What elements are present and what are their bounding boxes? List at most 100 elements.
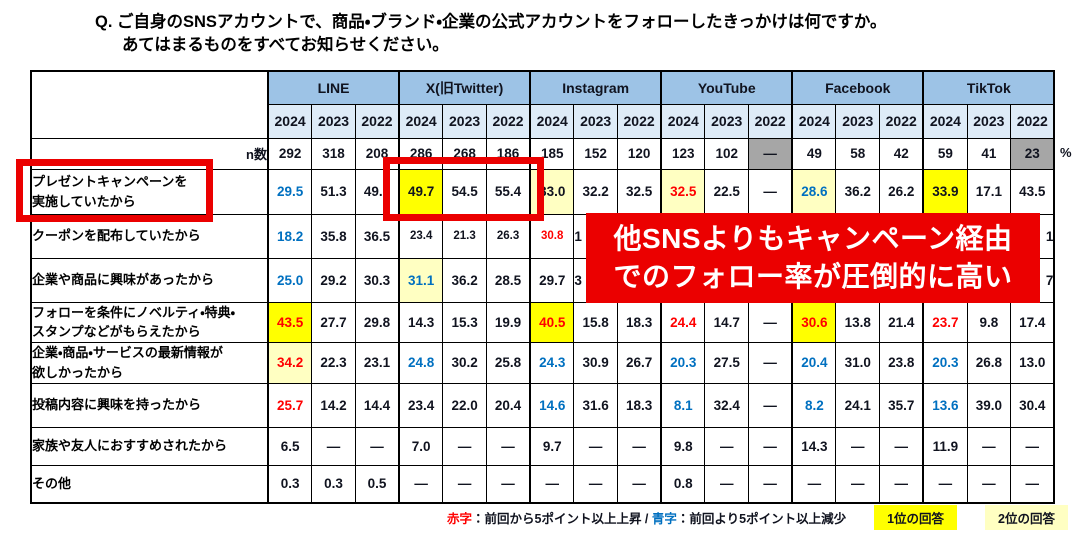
n-value-cell: 292	[267, 137, 313, 170]
year-header-cell: 2024	[529, 103, 575, 139]
data-cell: —	[835, 464, 881, 504]
data-cell: —	[835, 426, 881, 466]
data-cell: —	[573, 464, 618, 504]
data-cell: 8.1	[660, 382, 706, 428]
data-cell: 43.5	[1010, 168, 1055, 215]
data-cell: 23.1	[354, 341, 400, 384]
row-label: 企業や商品に興味があったから	[30, 257, 269, 303]
data-cell: —	[442, 464, 487, 504]
n-value-cell: 102	[704, 137, 750, 170]
year-header-cell: 2022	[617, 103, 662, 139]
table-row: 企業・商品・サービスの最新情報が 欲しかったから 34.2 22.3 23.1 24.8 3…	[30, 341, 1055, 384]
data-cell: 35.7	[879, 382, 924, 428]
year-header-cell: 2024	[267, 103, 313, 139]
data-cell: —	[966, 464, 1012, 504]
table-row: 家族や友人におすすめされたから 6.5— —7.0— —9.7— —9.8— —14.3—…	[30, 426, 1055, 466]
data-cell: 23.4	[398, 213, 444, 259]
data-cell: —	[485, 464, 531, 504]
data-cell: 32.5	[617, 168, 662, 215]
table-row: 投稿内容に興味を持ったから 25.7 14.2 14.4 23.4 22.0 20.4 14.…	[30, 382, 1055, 428]
data-cell: 24.3	[529, 341, 575, 384]
data-cell: —	[617, 426, 662, 466]
data-cell: —	[398, 464, 444, 504]
data-cell: 20.4	[485, 382, 531, 428]
row-label: 家族や友人におすすめされたから	[30, 426, 269, 466]
data-cell: 15.3	[442, 301, 487, 343]
year-header-cell: 2023	[442, 103, 487, 139]
data-cell: 23.4	[398, 382, 444, 428]
sns-group-header: Instagram	[529, 70, 662, 105]
year-header-cell: 2022	[485, 103, 531, 139]
data-cell: 54.5	[442, 168, 487, 215]
legend-red-text: ：前回から5ポイント以上上昇 /	[472, 512, 652, 526]
legend-rank1-chip: 1位の回答	[874, 505, 958, 530]
data-cell: 14.3	[791, 426, 837, 466]
data-cell: 28.5	[485, 257, 531, 303]
year-header-cell: 2023	[835, 103, 881, 139]
data-cell: —	[748, 168, 793, 215]
data-cell: —	[354, 426, 400, 466]
sns-group-header: TikTok	[922, 70, 1055, 105]
data-cell: 0.8	[660, 464, 706, 504]
data-cell: 34.2	[267, 341, 313, 384]
data-cell: 14.6	[529, 382, 575, 428]
table-row: その他 0.3 0.3 0.5— — — — — —0.8— — — — — — — —	[30, 464, 1055, 504]
row-label: 企業・商品・サービスの最新情報が 欲しかったから	[30, 341, 269, 384]
data-cell: —	[617, 464, 662, 504]
data-cell: —	[791, 464, 837, 504]
callout-line1: 他SNSよりもキャンペーン経由	[613, 223, 1013, 255]
data-cell: 22.5	[704, 168, 750, 215]
sns-group-header: LINE	[266, 70, 400, 105]
question-title-line2: あてはまるものをすべてお知らせください。	[122, 36, 449, 54]
n-value-cell: 42	[879, 137, 924, 170]
data-cell: 36.2	[835, 168, 881, 215]
data-cell: 11.9	[922, 426, 968, 466]
data-cell: 13.6	[922, 382, 968, 428]
data-cell: —	[748, 464, 793, 504]
data-cell: 24.1	[835, 382, 881, 428]
year-header-cell: 2024	[791, 103, 837, 139]
year-header-cell: 2023	[966, 103, 1012, 139]
data-cell: 32.4	[704, 382, 750, 428]
data-cell: —	[748, 301, 793, 343]
n-value-cell: —	[748, 137, 793, 170]
row-label: フォローを条件にノベルティ・特典・ スタンプなどがもらえたから	[30, 301, 269, 343]
data-cell: 23.7	[922, 301, 968, 343]
row-label: 投稿内容に興味を持ったから	[30, 382, 269, 428]
data-cell: 40.5	[529, 301, 575, 343]
data-cell: 26.8	[966, 341, 1012, 384]
data-cell: 27.5	[704, 341, 750, 384]
data-cell: 51.3	[311, 168, 356, 215]
n-value-cell: 59	[922, 137, 968, 170]
data-cell: —	[1010, 464, 1055, 504]
data-cell: 14.7	[704, 301, 750, 343]
year-header-cell: 2023	[573, 103, 618, 139]
data-cell: 20.4	[791, 341, 837, 384]
data-cell: 29.5	[267, 168, 313, 215]
legend-blue-text: ：前回より5ポイント以上減少	[676, 512, 847, 526]
data-cell: 21.4	[879, 301, 924, 343]
data-cell: 36.5	[354, 213, 400, 259]
data-cell: 17.4	[1010, 301, 1055, 343]
data-cell: —	[748, 426, 793, 466]
data-cell: 7.0	[398, 426, 444, 466]
data-cell: 29.8	[354, 301, 400, 343]
data-cell: —	[748, 341, 793, 384]
year-header-cell: 2024	[922, 103, 968, 139]
n-value-cell: 318	[311, 137, 356, 170]
data-cell: —	[1010, 426, 1055, 466]
data-cell: —	[529, 464, 575, 504]
data-cell: 35.8	[311, 213, 356, 259]
n-value-cell: 49	[791, 137, 837, 170]
row-label: その他	[30, 464, 269, 504]
sns-group-header: YouTube	[660, 70, 793, 105]
data-cell: 30.6	[791, 301, 837, 343]
data-cell: —	[485, 426, 531, 466]
data-cell: 39.0	[966, 382, 1012, 428]
n-value-cell: 123	[660, 137, 706, 170]
data-cell: 29.2	[311, 257, 356, 303]
data-cell: —	[573, 426, 618, 466]
data-cell: 33.9	[922, 168, 968, 215]
year-header-cell: 2023	[311, 103, 356, 139]
